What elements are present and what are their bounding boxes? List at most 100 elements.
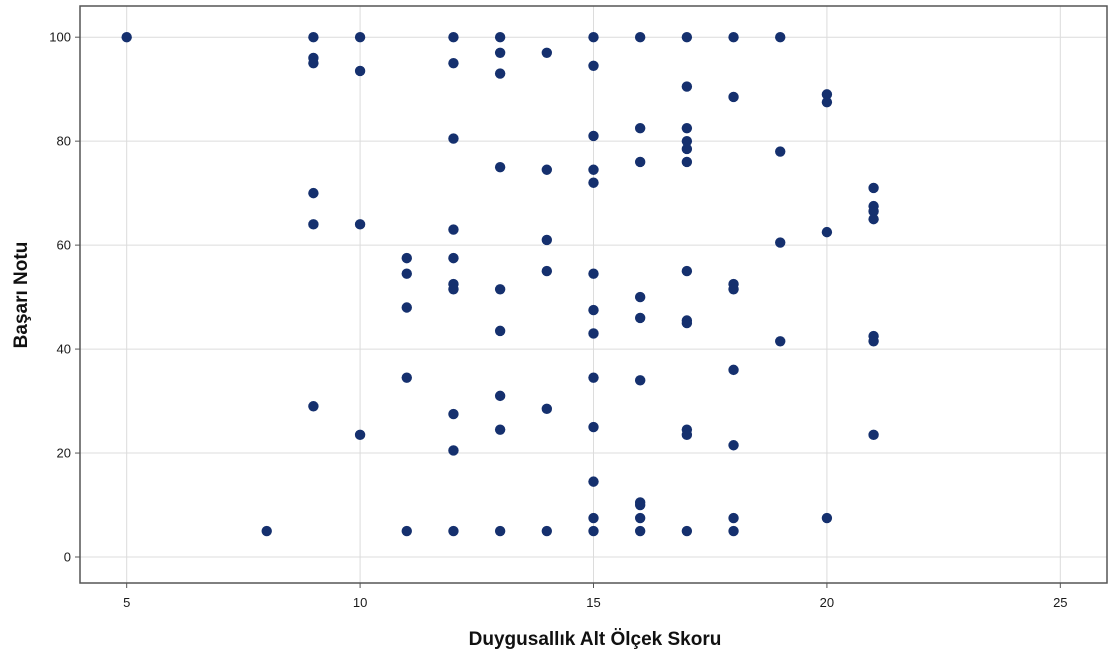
axis-ticks: 5 10 15 20 25 0 20 40 60 80 100: [49, 30, 1067, 610]
data-point: [681, 429, 693, 441]
x-tick-label: 10: [353, 595, 367, 610]
data-point: [634, 512, 646, 524]
data-point: [868, 336, 879, 347]
data-point: [588, 372, 599, 383]
data-point: [588, 31, 599, 43]
data-point: [494, 161, 506, 173]
data-point: [634, 312, 646, 324]
data-point: [634, 375, 646, 386]
data-point: [541, 403, 553, 415]
data-point: [775, 237, 786, 248]
x-axis-title: Duygusallık Alt Ölçek Skoru: [469, 629, 722, 650]
data-point: [681, 156, 693, 168]
data-point: [121, 31, 132, 43]
data-point: [634, 499, 646, 511]
data-point: [448, 408, 459, 420]
data-point: [448, 224, 459, 235]
data-point: [494, 390, 506, 402]
data-point: [494, 68, 506, 79]
data-point: [401, 268, 412, 279]
data-point: [588, 421, 599, 433]
data-point: [775, 336, 786, 347]
data-point: [448, 31, 459, 43]
data-point: [494, 284, 506, 295]
data-point: [588, 268, 599, 279]
data-point: [775, 31, 786, 43]
data-point: [494, 424, 506, 435]
data-point: [401, 252, 412, 264]
data-point: [821, 512, 833, 524]
data-point: [868, 182, 879, 194]
data-point: [681, 135, 693, 147]
data-point: [728, 31, 739, 43]
data-point: [728, 525, 739, 537]
data-point: [401, 525, 412, 537]
data-point: [448, 445, 459, 456]
data-point: [681, 317, 693, 329]
data-point: [634, 122, 646, 134]
data-point: [308, 31, 319, 43]
data-point: [634, 291, 646, 303]
data-point: [588, 328, 599, 339]
data-point: [354, 31, 366, 43]
data-point: [681, 143, 693, 155]
data-point: [728, 91, 739, 103]
data-point: [588, 164, 599, 175]
data-point: [494, 325, 506, 337]
data-point: [868, 213, 879, 225]
data-point: [681, 81, 693, 92]
data-point: [541, 164, 553, 175]
data-point: [541, 265, 553, 277]
data-point: [308, 401, 319, 412]
data-point: [728, 512, 739, 524]
data-point: [588, 130, 599, 142]
x-tick-label: 20: [820, 595, 834, 610]
data-point: [775, 146, 786, 157]
data-point: [308, 219, 319, 230]
data-point: [821, 89, 833, 100]
data-point: [728, 440, 739, 451]
data-point: [261, 525, 272, 537]
data-point: [448, 133, 459, 144]
data-point: [588, 177, 599, 188]
data-point: [448, 525, 459, 537]
data-point: [354, 65, 366, 77]
data-point: [728, 364, 739, 376]
y-axis-title: Başarı Notu: [11, 242, 32, 349]
data-point: [401, 372, 412, 383]
data-point: [494, 31, 506, 43]
data-point: [821, 96, 833, 108]
grid-lines: [80, 6, 1107, 583]
data-point: [868, 429, 879, 441]
data-point: [354, 429, 366, 441]
data-point: [401, 302, 412, 313]
data-point: [541, 234, 553, 246]
data-point: [354, 219, 366, 230]
y-tick-label: 80: [57, 134, 71, 149]
data-point: [588, 476, 599, 487]
y-tick-label: 0: [64, 550, 71, 565]
data-point: [681, 31, 693, 43]
data-point: [494, 525, 506, 537]
x-tick-label: 5: [123, 595, 130, 610]
data-point: [681, 265, 693, 277]
data-point: [681, 525, 693, 537]
y-tick-label: 60: [57, 238, 71, 253]
data-point: [728, 284, 739, 295]
y-tick-label: 100: [49, 30, 71, 45]
data-point: [588, 525, 599, 537]
data-point: [821, 226, 833, 238]
y-tick-label: 40: [57, 342, 71, 357]
data-point: [588, 512, 599, 524]
data-point: [634, 31, 646, 43]
data-point: [541, 47, 553, 58]
data-point: [448, 57, 459, 69]
data-points: [121, 31, 879, 537]
data-point: [588, 304, 599, 316]
data-point: [448, 252, 459, 264]
x-tick-label: 15: [586, 595, 600, 610]
y-tick-label: 20: [57, 446, 71, 461]
data-point: [308, 187, 319, 199]
data-point: [634, 156, 646, 168]
